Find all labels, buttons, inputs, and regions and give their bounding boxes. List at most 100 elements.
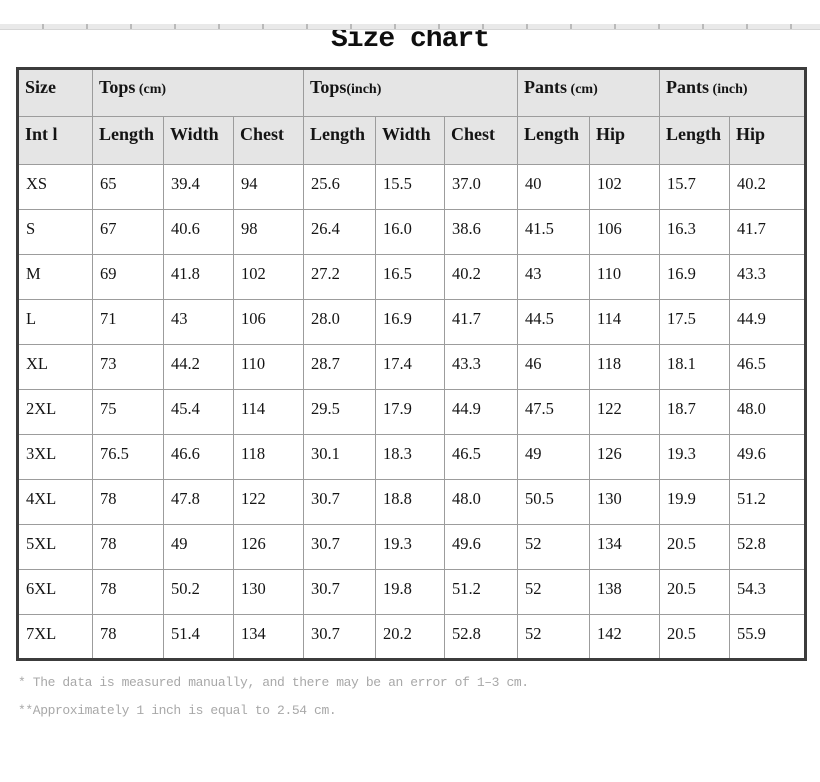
table-row: L 71 43 106 28.0 16.9 41.7 44.5 114 17.5 44.9 [17, 299, 807, 345]
value-cell: 41.7 [443, 299, 519, 345]
table-row: M 69 41.8 102 27.2 16.5 40.2 43 110 16.9 43.3 [17, 254, 807, 300]
value-cell: 49 [517, 434, 591, 480]
sub-header-cell: Chest [233, 116, 304, 165]
size-cell: 2XL [17, 389, 93, 435]
value-cell: 39.4 [163, 164, 234, 210]
value-cell: 20.2 [375, 614, 445, 660]
value-cell: 142 [589, 614, 661, 660]
value-cell: 134 [233, 614, 304, 660]
value-cell: 41.5 [517, 209, 591, 255]
size-cell: 6XL [17, 569, 93, 615]
value-cell: 51.2 [729, 479, 807, 525]
value-cell: 52 [517, 569, 591, 615]
value-cell: 78 [92, 479, 164, 525]
value-cell: 71 [92, 299, 164, 345]
value-cell: 46 [517, 344, 591, 390]
value-cell: 118 [589, 344, 661, 390]
value-cell: 50.2 [163, 569, 234, 615]
value-cell: 51.2 [443, 569, 519, 615]
value-cell: 30.7 [303, 524, 376, 570]
size-cell: XL [17, 344, 93, 390]
value-cell: 20.5 [659, 569, 731, 615]
size-cell: L [17, 299, 93, 345]
value-cell: 30.1 [303, 434, 376, 480]
value-cell: 43 [163, 299, 234, 345]
value-cell: 41.8 [163, 254, 234, 300]
value-cell: 110 [589, 254, 661, 300]
value-cell: 48.0 [443, 479, 519, 525]
column-group-header: Pants (cm) [517, 68, 661, 117]
table-row: 5XL 78 49 126 30.7 19.3 49.6 52 134 20.5 52.8 [17, 524, 807, 570]
table-header: Size Tops (cm) Tops(inch) Pants (cm) Pants (… [17, 68, 807, 165]
value-cell: 20.5 [659, 614, 731, 660]
value-cell: 52 [517, 614, 591, 660]
value-cell: 78 [92, 524, 164, 570]
value-cell: 126 [589, 434, 661, 480]
value-cell: 44.5 [517, 299, 591, 345]
value-cell: 43 [517, 254, 591, 300]
value-cell: 19.3 [659, 434, 731, 480]
size-cell: 7XL [17, 614, 93, 660]
table-row: XS 65 39.4 94 25.6 15.5 37.0 40 102 15.7 40.2 [17, 164, 807, 210]
sub-header-cell: Length [92, 116, 164, 165]
table-row: 3XL 76.5 46.6 118 30.1 18.3 46.5 49 126 19.3 49.6 [17, 434, 807, 480]
value-cell: 18.3 [375, 434, 445, 480]
value-cell: 134 [589, 524, 661, 570]
value-cell: 20.5 [659, 524, 731, 570]
value-cell: 40.6 [163, 209, 234, 255]
sub-header-cell: Hip [729, 116, 807, 165]
column-group-unit: (inch) [346, 82, 382, 97]
sub-header-cell: Length [659, 116, 731, 165]
value-cell: 43.3 [729, 254, 807, 300]
table-row: 6XL 78 50.2 130 30.7 19.8 51.2 52 138 20.5 54.3 [17, 569, 807, 615]
sub-header-row: Int l Length Width Chest Length Width Chest Len… [17, 116, 807, 165]
column-group-name: Size [25, 77, 56, 97]
column-group-unit: (inch) [709, 82, 748, 97]
value-cell: 48.0 [729, 389, 807, 435]
value-cell: 40.2 [443, 254, 519, 300]
note-inch-conversion: **Approximately 1 inch is equal to 2.54 … [18, 703, 337, 718]
value-cell: 46.6 [163, 434, 234, 480]
value-cell: 55.9 [729, 614, 807, 660]
value-cell: 50.5 [517, 479, 591, 525]
value-cell: 46.5 [443, 434, 519, 480]
value-cell: 118 [233, 434, 304, 480]
value-cell: 67 [92, 209, 164, 255]
value-cell: 27.2 [303, 254, 376, 300]
sub-header-cell: Length [517, 116, 591, 165]
table-body: XS 65 39.4 94 25.6 15.5 37.0 40 102 15.7 40.2 S 67 40… [17, 164, 807, 660]
value-cell: 30.7 [303, 614, 376, 660]
value-cell: 16.5 [375, 254, 445, 300]
value-cell: 38.6 [443, 209, 519, 255]
value-cell: 114 [233, 389, 304, 435]
value-cell: 40 [517, 164, 591, 210]
value-cell: 47.8 [163, 479, 234, 525]
table-row: XL 73 44.2 110 28.7 17.4 43.3 46 118 18.1 46.5 [17, 344, 807, 390]
value-cell: 52.8 [443, 614, 519, 660]
value-cell: 122 [589, 389, 661, 435]
value-cell: 130 [233, 569, 304, 615]
value-cell: 54.3 [729, 569, 807, 615]
column-group-header: Tops (cm) [92, 68, 304, 117]
value-cell: 28.0 [303, 299, 376, 345]
value-cell: 106 [233, 299, 304, 345]
column-group-header: Size [17, 68, 93, 117]
column-group-name: Tops [310, 77, 347, 97]
value-cell: 37.0 [443, 164, 519, 210]
sub-header-cell: Chest [443, 116, 519, 165]
value-cell: 18.1 [659, 344, 731, 390]
size-cell: M [17, 254, 93, 300]
value-cell: 26.4 [303, 209, 376, 255]
size-cell: XS [17, 164, 93, 210]
value-cell: 40.2 [729, 164, 807, 210]
note-measurement-error: * The data is measured manually, and the… [18, 675, 529, 690]
value-cell: 25.6 [303, 164, 376, 210]
value-cell: 30.7 [303, 569, 376, 615]
table-row: 2XL 75 45.4 114 29.5 17.9 44.9 47.5 122 18.7 48.0 [17, 389, 807, 435]
column-group-name: Tops [99, 77, 136, 97]
table-row: 4XL 78 47.8 122 30.7 18.8 48.0 50.5 130 19.9 51.2 [17, 479, 807, 525]
sub-header-cell: Width [375, 116, 445, 165]
sub-header-cell: Width [163, 116, 234, 165]
value-cell: 15.5 [375, 164, 445, 210]
value-cell: 49.6 [729, 434, 807, 480]
